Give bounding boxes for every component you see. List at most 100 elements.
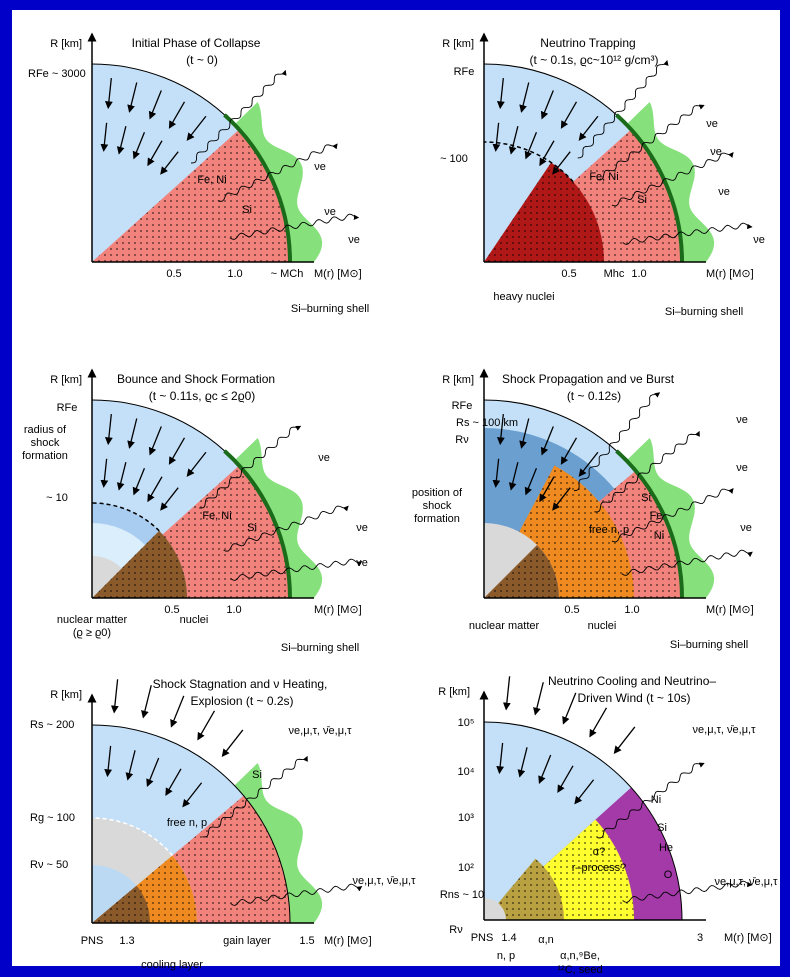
label: nuclear matter (57, 614, 128, 626)
label: Rg ~ 100 (30, 812, 75, 824)
infall-arrow (147, 140, 163, 167)
label: RFe (452, 400, 473, 412)
label: R [km] (442, 38, 474, 50)
label: nuclei (588, 620, 617, 632)
label: 10³ (458, 812, 474, 824)
label: ¹²C, seed (557, 964, 602, 976)
label: position of (412, 487, 463, 499)
label: νe (753, 234, 765, 246)
infall-arrow (497, 77, 505, 110)
label: R [km] (442, 374, 474, 386)
label: νe (318, 452, 330, 464)
label: 1.0 (624, 604, 639, 616)
label: 1.5 (299, 935, 314, 947)
label: Rν (449, 924, 463, 936)
infall-arrow (116, 462, 127, 491)
label: RFe (454, 66, 475, 78)
region-dots (92, 530, 187, 598)
label: α,n (538, 934, 554, 946)
region-dots (92, 885, 150, 923)
infall-arrow (105, 77, 113, 110)
label: Rns ~ 10 (440, 889, 484, 901)
outer-arc (91, 724, 291, 924)
dashed-boundary (91, 817, 174, 856)
panel-title: Initial Phase of Collapse (132, 36, 261, 50)
label: 1.3 (119, 935, 134, 947)
region-dots (484, 162, 604, 262)
label: shock (423, 500, 452, 512)
infall-arrow (147, 476, 163, 503)
label: O (664, 869, 673, 881)
label: Si (252, 769, 262, 781)
region (92, 865, 137, 923)
infall-arrow (127, 82, 138, 113)
label: Ni (651, 794, 661, 806)
label: gain layer (223, 935, 271, 947)
label: Fe (650, 510, 663, 522)
label: n, p (497, 950, 515, 962)
label: 1.0 (226, 604, 241, 616)
label: Fe, Ni (202, 510, 231, 522)
infall-arrow (578, 451, 599, 477)
label: Si (247, 522, 257, 534)
region (484, 898, 506, 920)
si-layer (234, 101, 323, 262)
label: M(r) [M⊙] (324, 935, 372, 947)
neutrino-ray (611, 487, 734, 543)
label: ~ MCh (271, 268, 304, 280)
infall-arrow (197, 710, 216, 741)
label: νe (736, 462, 748, 474)
label: M(r) [M⊙] (314, 268, 362, 280)
infall-arrow (160, 487, 179, 511)
label: νe (740, 522, 752, 534)
label: R [km] (50, 38, 82, 50)
neutrino-ray (573, 392, 661, 492)
si-burning-shell (223, 113, 292, 263)
infall-arrow (524, 467, 538, 496)
label: R [km] (438, 686, 470, 698)
panel-subtitle: (t ~ 0) (186, 53, 218, 67)
infall-arrow (492, 458, 501, 488)
label: M(r) [M⊙] (724, 932, 772, 944)
outer-arc (483, 721, 683, 921)
label: Si–burning shell (281, 642, 359, 654)
infall-arrow (168, 437, 186, 465)
panel-title: Shock Stagnation and ν Heating, (153, 677, 328, 691)
si-burning-shell (615, 113, 684, 263)
label: R [km] (50, 689, 82, 701)
label: νe (356, 557, 368, 569)
panel-title: Bounce and Shock Formation (117, 372, 275, 386)
infall-arrow (132, 467, 146, 496)
infall-arrow (100, 122, 109, 152)
label: νe (348, 234, 360, 246)
infall-arrow (508, 126, 519, 155)
infall-arrow (562, 692, 577, 725)
infall-arrow (560, 437, 578, 465)
infall-arrow (186, 451, 207, 477)
infall-arrow (538, 754, 552, 784)
label: free n, p (589, 524, 629, 536)
panel-title: Shock Propagation and νe Burst (502, 372, 675, 386)
label: νe,μ,τ, ν̄e,μ,τ (353, 875, 417, 887)
label: M(r) [M⊙] (314, 604, 362, 616)
infall-arrow (170, 695, 185, 728)
label: νe (324, 206, 336, 218)
infall-arrow (540, 90, 554, 120)
label: M(r) [M⊙] (706, 604, 754, 616)
infall-arrow (539, 476, 555, 503)
label: R [km] (50, 374, 82, 386)
label: PNS (81, 935, 104, 947)
label: Fe, Ni (589, 171, 618, 183)
label: Rs ~ 100 km (456, 417, 518, 429)
infall-arrow (168, 101, 186, 129)
label: Si (637, 194, 647, 206)
infall-arrow (165, 768, 182, 796)
label: 1.0 (631, 268, 646, 280)
neutrino-ray (611, 151, 734, 207)
label: νe (356, 522, 368, 534)
infall-arrow (519, 418, 530, 449)
label: νe (706, 118, 718, 130)
infall-arrow (533, 682, 544, 716)
region (92, 556, 122, 598)
neutrino-ray (621, 549, 753, 576)
